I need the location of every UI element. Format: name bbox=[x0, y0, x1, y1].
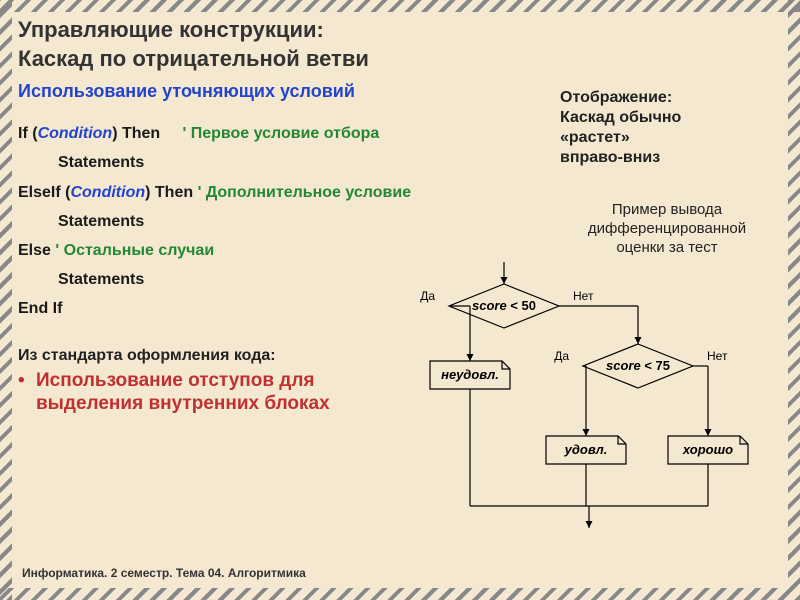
caption-l2: дифференцированной bbox=[552, 220, 782, 239]
flowchart-diagram: score < 50 Да неудовл. Нет score < 75 Да Нет уд… bbox=[382, 256, 782, 536]
slide-title: Управляющие конструкции: Каскад по отриц… bbox=[18, 16, 782, 73]
condition-2: Condition bbox=[70, 184, 145, 201]
elseif-keyword: ElseIf bbox=[18, 184, 61, 201]
right-caption: Пример вывода дифференцированной оценки … bbox=[552, 201, 782, 257]
else-keyword: Else bbox=[18, 242, 51, 259]
svg-text:Да: Да bbox=[554, 349, 569, 363]
condition-1: Condition bbox=[38, 125, 113, 142]
slide-content: Управляющие конструкции: Каскад по отриц… bbox=[18, 16, 782, 584]
flowchart-svg: score < 50 Да неудовл. Нет score < 75 Да Нет уд… bbox=[382, 256, 782, 536]
caption-l1: Пример вывода bbox=[552, 201, 782, 220]
then-keyword-2: Then bbox=[155, 184, 193, 201]
right-note-l1: Отображение: bbox=[560, 88, 782, 108]
svg-text:Нет: Нет bbox=[573, 289, 594, 303]
right-note-l4: вправо-вниз bbox=[560, 148, 782, 168]
right-note-l2: Каскад обычно bbox=[560, 108, 782, 128]
svg-text:score < 75: score < 75 bbox=[606, 358, 670, 373]
border-left bbox=[0, 0, 12, 600]
svg-text:удовл.: удовл. bbox=[564, 442, 608, 457]
svg-text:Да: Да bbox=[420, 289, 435, 303]
caption-l3: оценки за тест bbox=[552, 239, 782, 258]
then-keyword-1: Then bbox=[122, 125, 160, 142]
comment-first: ' Первое условие отбора bbox=[182, 125, 379, 142]
svg-text:неудовл.: неудовл. bbox=[441, 367, 499, 382]
standard-note: Из стандарта оформления кода: Использова… bbox=[18, 347, 398, 417]
standard-header: Из стандарта оформления кода: bbox=[18, 347, 398, 365]
right-note: Отображение: Каскад обычно «растет» впра… bbox=[560, 88, 782, 168]
svg-text:хорошо: хорошо bbox=[682, 442, 733, 457]
border-top bbox=[0, 0, 800, 12]
border-right bbox=[788, 0, 800, 600]
border-bottom bbox=[0, 588, 800, 600]
comment-else: ' Остальные случаи bbox=[55, 242, 214, 259]
svg-text:Нет: Нет bbox=[707, 349, 728, 363]
title-line-2: Каскад по отрицательной ветви bbox=[18, 45, 782, 74]
svg-text:score < 50: score < 50 bbox=[472, 298, 536, 313]
endif-keyword: End If bbox=[18, 300, 62, 317]
title-line-1: Управляющие конструкции: bbox=[18, 16, 782, 45]
right-note-l3: «растет» bbox=[560, 128, 782, 148]
slide-footer: Информатика. 2 семестр. Тема 04. Алгорит… bbox=[22, 566, 306, 580]
comment-second: ' Дополнительное условие bbox=[198, 184, 412, 201]
if-keyword: If bbox=[18, 125, 28, 142]
standard-bullet: Использование отступов для выделения вну… bbox=[18, 369, 398, 417]
